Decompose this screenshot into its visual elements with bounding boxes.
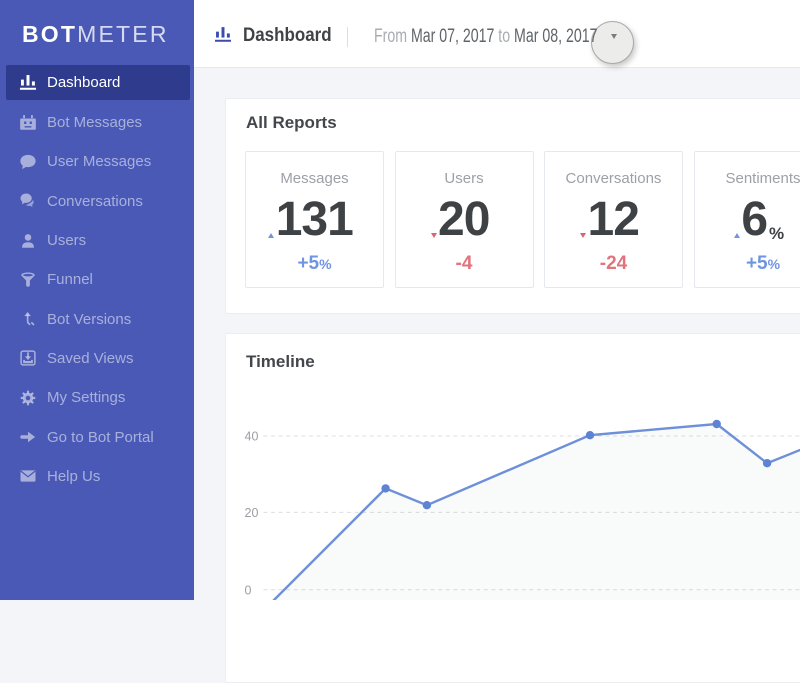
svg-text:40: 40 [245, 430, 259, 444]
svg-text:20: 20 [245, 506, 259, 520]
svg-text:0: 0 [245, 583, 252, 597]
